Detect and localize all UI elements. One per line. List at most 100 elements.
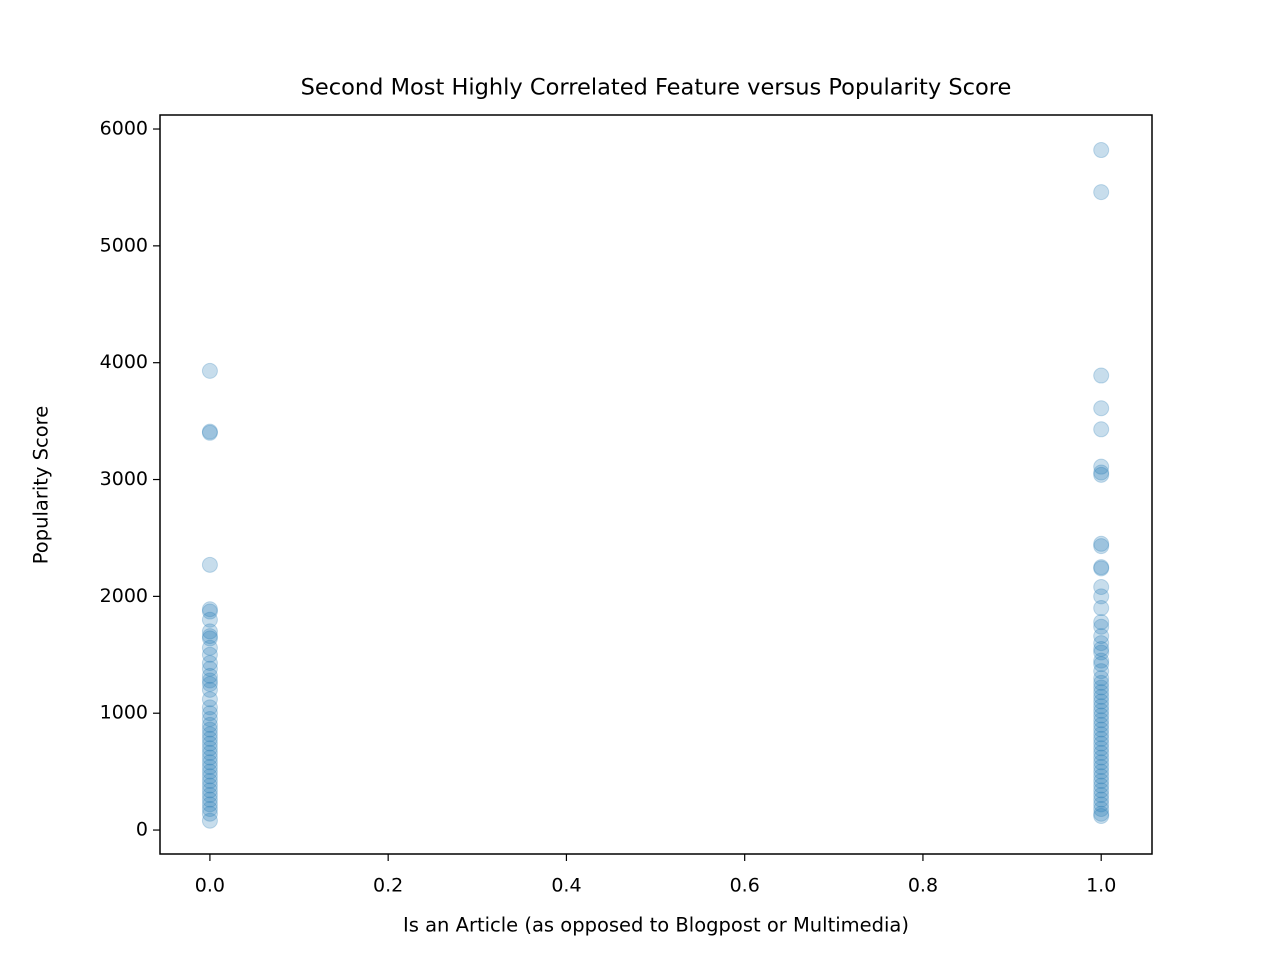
- scatter-point: [201, 812, 218, 829]
- scatter-point: [1093, 679, 1110, 696]
- scatter-point: [201, 754, 218, 771]
- scatter-point: [201, 786, 218, 803]
- scatter-point: [1093, 644, 1110, 661]
- scatter-point: [1093, 688, 1110, 705]
- y-tick-label: 0: [136, 819, 148, 841]
- scatter-point: [1093, 618, 1110, 635]
- x-axis-label: Is an Article (as opposed to Blogpost or…: [403, 914, 909, 937]
- scatter-point: [201, 782, 218, 799]
- scatter-point: [201, 667, 218, 684]
- scatter-point: [1093, 712, 1110, 729]
- scatter-point: [201, 716, 218, 733]
- scatter-point: [1093, 801, 1110, 818]
- scatter-point: [1093, 464, 1110, 481]
- x-tick-label: 0.2: [373, 875, 403, 897]
- scatter-point: [201, 676, 218, 693]
- plot-frame: [159, 114, 1153, 855]
- scatter-point: [201, 362, 218, 379]
- scatter-point: [1093, 726, 1110, 743]
- scatter-point: [1093, 184, 1110, 201]
- scatter-point: [1093, 805, 1110, 822]
- y-tick-label: 5000: [100, 234, 148, 256]
- scatter-point: [1093, 702, 1110, 719]
- scatter-point: [1093, 754, 1110, 771]
- scatter-point: [1093, 635, 1110, 652]
- scatter-point: [201, 744, 218, 761]
- scatter-point: [1093, 600, 1110, 617]
- scatter-point: [1093, 791, 1110, 808]
- scatter-point: [1093, 640, 1110, 657]
- y-tick-label: 3000: [100, 468, 148, 490]
- scatter-point: [1093, 721, 1110, 738]
- scatter-point: [201, 601, 218, 618]
- scatter-point: [1093, 674, 1110, 691]
- scatter-point: [201, 796, 218, 813]
- scatter-point: [1093, 466, 1110, 483]
- scatter-point: [1093, 614, 1110, 631]
- scatter-point: [1093, 796, 1110, 813]
- scatter-point: [201, 423, 218, 440]
- scatter-point: [201, 777, 218, 794]
- scatter-point: [1093, 663, 1110, 680]
- scatter-point: [1093, 628, 1110, 645]
- scatter-point: [201, 630, 218, 647]
- scatter-point: [1093, 656, 1110, 673]
- scatter-point: [201, 603, 218, 620]
- scatter-point: [1093, 652, 1110, 669]
- scatter-point: [1093, 421, 1110, 438]
- scatter-point: [1093, 142, 1110, 159]
- scatter-point: [201, 654, 218, 671]
- x-tick-label: 0.8: [908, 875, 938, 897]
- scatter-point: [201, 705, 218, 722]
- scatter-point: [1093, 749, 1110, 766]
- scatter-point: [201, 681, 218, 698]
- scatter-point: [201, 791, 218, 808]
- scatter-point: [201, 721, 218, 738]
- scatter-point: [201, 763, 218, 780]
- scatter-point: [201, 749, 218, 766]
- x-tick-label: 0.4: [551, 875, 581, 897]
- scatter-point: [1093, 730, 1110, 747]
- x-tick-label: 0.0: [195, 875, 225, 897]
- scatter-point: [201, 801, 218, 818]
- scatter-point: [1093, 782, 1110, 799]
- y-tick-label: 6000: [100, 118, 148, 140]
- scatter-point: [201, 730, 218, 747]
- scatter-point: [1093, 735, 1110, 752]
- y-tick-label: 4000: [100, 351, 148, 373]
- scatter-point: [201, 758, 218, 775]
- scatter-point: [201, 768, 218, 785]
- x-tick-label: 1.0: [1086, 875, 1116, 897]
- scatter-point: [1093, 777, 1110, 794]
- scatter-point: [201, 772, 218, 789]
- scatter-point: [1093, 698, 1110, 715]
- scatter-point: [201, 699, 218, 716]
- scatter-point: [1093, 772, 1110, 789]
- scatter-point: [1093, 560, 1110, 577]
- scatter-point: [1093, 693, 1110, 710]
- scatter-point: [1093, 808, 1110, 825]
- scatter-point: [201, 639, 218, 656]
- y-tick-label: 2000: [100, 585, 148, 607]
- scatter-point: [201, 623, 218, 640]
- scatter-point: [201, 628, 218, 645]
- scatter-point: [1093, 579, 1110, 596]
- scatter-point: [201, 726, 218, 743]
- scatter-point: [1093, 763, 1110, 780]
- scatter-point: [1093, 367, 1110, 384]
- scatter-point: [201, 805, 218, 822]
- scatter-point: [1093, 758, 1110, 775]
- scatter-point: [1093, 588, 1110, 605]
- chart-title: Second Most Highly Correlated Feature ve…: [301, 75, 1012, 101]
- scatter-point: [1093, 670, 1110, 687]
- scatter-point: [1093, 744, 1110, 761]
- scatter-point: [201, 556, 218, 573]
- scatter-point: [201, 735, 218, 752]
- scatter-point: [201, 424, 218, 441]
- scatter-point: [201, 691, 218, 708]
- scatter-point: [1093, 400, 1110, 417]
- scatter-point: [201, 740, 218, 757]
- scatter-point: [1093, 740, 1110, 757]
